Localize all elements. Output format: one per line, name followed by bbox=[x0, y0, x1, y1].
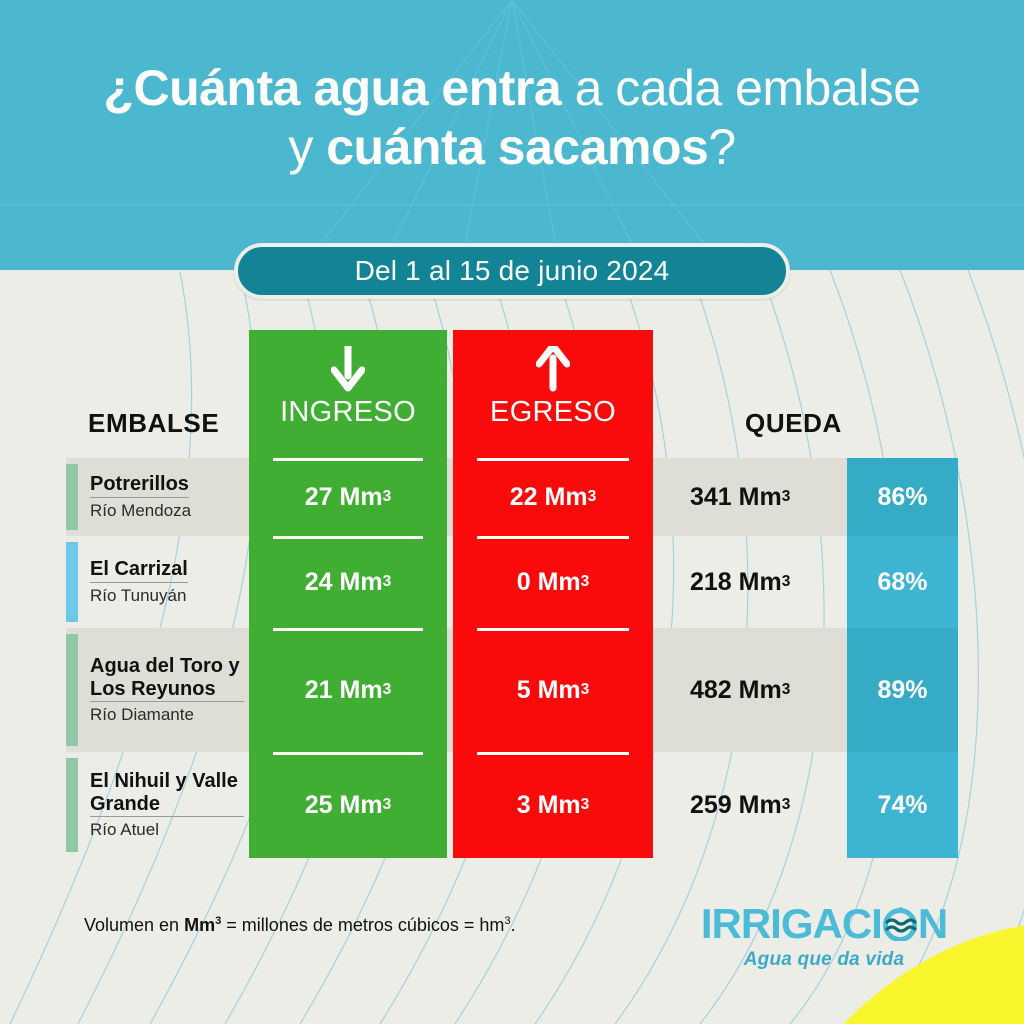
logo-wordmark: IRRIGACI N bbox=[700, 900, 948, 947]
arrow-down-icon bbox=[331, 346, 365, 392]
ingreso-cell-3: 25 Mm 3 bbox=[304, 790, 392, 819]
header-curves-decoration bbox=[0, 0, 1024, 270]
logo-text-part2: N bbox=[917, 900, 948, 947]
ingreso-value-2: 21 Mm bbox=[304, 675, 383, 704]
column-ingreso-panel: INGRESO 27 Mm 3 24 Mm 3 21 Mm 3 25 Mm 3 bbox=[249, 330, 447, 858]
egreso-cell-1: 0 Mm 3 bbox=[516, 567, 590, 596]
ingreso-cell-0: 27 Mm 3 bbox=[304, 482, 392, 511]
embalse-name-0: Potrerillos bbox=[90, 473, 189, 498]
row-accent-bar-2 bbox=[66, 634, 78, 746]
egreso-cell-2: 5 Mm 3 bbox=[516, 675, 590, 704]
egreso-value-3: 3 Mm bbox=[516, 790, 581, 819]
logo-tagline: Agua que da vida bbox=[743, 949, 905, 970]
embalse-name-3: El Nihuil y Valle Grande bbox=[90, 770, 244, 817]
footnote-end: . bbox=[510, 915, 516, 935]
row-accent-bar-3 bbox=[66, 758, 78, 852]
ingreso-cell-1: 24 Mm 3 bbox=[304, 567, 392, 596]
title-rest-1: a cada embalse bbox=[561, 60, 922, 116]
egreso-value-1: 0 Mm bbox=[516, 567, 581, 596]
ingreso-header: INGRESO bbox=[249, 330, 447, 458]
column-header-embalse: EMBALSE bbox=[88, 408, 220, 438]
ingreso-value-1: 24 Mm bbox=[304, 567, 383, 596]
egreso-header: EGRESO bbox=[453, 330, 653, 458]
column-header-ingreso: INGRESO bbox=[280, 396, 416, 428]
logo-water-o-icon bbox=[882, 907, 917, 941]
embalse-row-3: El Nihuil y Valle Grande Río Atuel bbox=[66, 752, 244, 858]
footnote-pre: Volumen en bbox=[84, 915, 185, 935]
queda-value-2: 482 Mm bbox=[690, 675, 782, 704]
column-percent-panel: 86% 68% 89% 74% bbox=[847, 458, 958, 858]
title-pre-2: y bbox=[288, 118, 327, 175]
row-accent-bar-1 bbox=[66, 542, 78, 622]
egreso-cell-0: 22 Mm 3 bbox=[509, 482, 597, 511]
column-egreso-panel: EGRESO 22 Mm 3 0 Mm 3 5 Mm 3 3 Mm 3 bbox=[453, 330, 653, 858]
page-title: ¿Cuánta agua entra a cada embalse y cuán… bbox=[0, 62, 1024, 173]
embalse-river-3: Río Atuel bbox=[90, 819, 159, 839]
embalse-row-0: Potrerillos Río Mendoza bbox=[66, 458, 244, 536]
queda-value-0: 341 Mm bbox=[690, 482, 782, 511]
irrigacion-logo: IRRIGACI N Agua que da vida bbox=[688, 903, 960, 971]
arrow-up-icon bbox=[536, 346, 570, 392]
embalse-name-2: Agua del Toro y Los Reyunos bbox=[90, 655, 244, 702]
footnote-unit: Mm3 bbox=[184, 915, 221, 935]
embalse-river-1: Río Tunuyán bbox=[90, 585, 187, 605]
column-header-queda: QUEDA bbox=[745, 408, 842, 438]
embalse-row-1: El Carrizal Río Tunuyán bbox=[66, 536, 244, 628]
queda-value-1: 218 Mm bbox=[690, 567, 782, 596]
percent-cell-1: 68% bbox=[847, 536, 958, 628]
queda-cell-3: 259 Mm 3 bbox=[690, 790, 791, 819]
date-range-badge: Del 1 al 15 de junio 2024 bbox=[234, 243, 790, 299]
embalse-row-2: Agua del Toro y Los Reyunos Río Diamante bbox=[66, 628, 244, 752]
percent-cell-2: 89% bbox=[847, 628, 958, 752]
egreso-cell-3: 3 Mm 3 bbox=[516, 790, 590, 819]
egreso-value-2: 5 Mm bbox=[516, 675, 581, 704]
ingreso-value-3: 25 Mm bbox=[304, 790, 383, 819]
embalse-river-2: Río Diamante bbox=[90, 704, 194, 724]
title-bold-1: ¿Cuánta agua entra bbox=[103, 60, 562, 116]
queda-cell-1: 218 Mm 3 bbox=[690, 567, 791, 596]
percent-cell-0: 86% bbox=[847, 458, 958, 536]
ingreso-cell-2: 21 Mm 3 bbox=[304, 675, 392, 704]
footnote-unit-text: Mm bbox=[184, 915, 216, 935]
title-post-2: ? bbox=[708, 118, 736, 175]
embalse-river-0: Río Mendoza bbox=[90, 500, 192, 520]
header-band bbox=[0, 0, 1024, 270]
column-header-egreso: EGRESO bbox=[490, 396, 616, 428]
queda-cell-0: 341 Mm 3 bbox=[690, 482, 791, 511]
row-accent-bar-0 bbox=[66, 464, 78, 530]
percent-cell-3: 74% bbox=[847, 752, 958, 858]
ingreso-value-0: 27 Mm bbox=[304, 482, 383, 511]
queda-cell-2: 482 Mm 3 bbox=[690, 675, 791, 704]
queda-value-3: 259 Mm bbox=[690, 790, 782, 819]
egreso-value-0: 22 Mm bbox=[509, 482, 588, 511]
title-bold-2: cuánta sacamos bbox=[326, 118, 709, 175]
date-range-label: Del 1 al 15 de junio 2024 bbox=[354, 255, 670, 286]
embalse-name-1: El Carrizal bbox=[90, 558, 188, 583]
logo-text-part1: IRRIGACI bbox=[700, 900, 883, 947]
footnote-mid: = millones de metros cúbicos = hm bbox=[221, 915, 505, 935]
units-footnote: Volumen en Mm3 = millones de metros cúbi… bbox=[84, 915, 516, 936]
